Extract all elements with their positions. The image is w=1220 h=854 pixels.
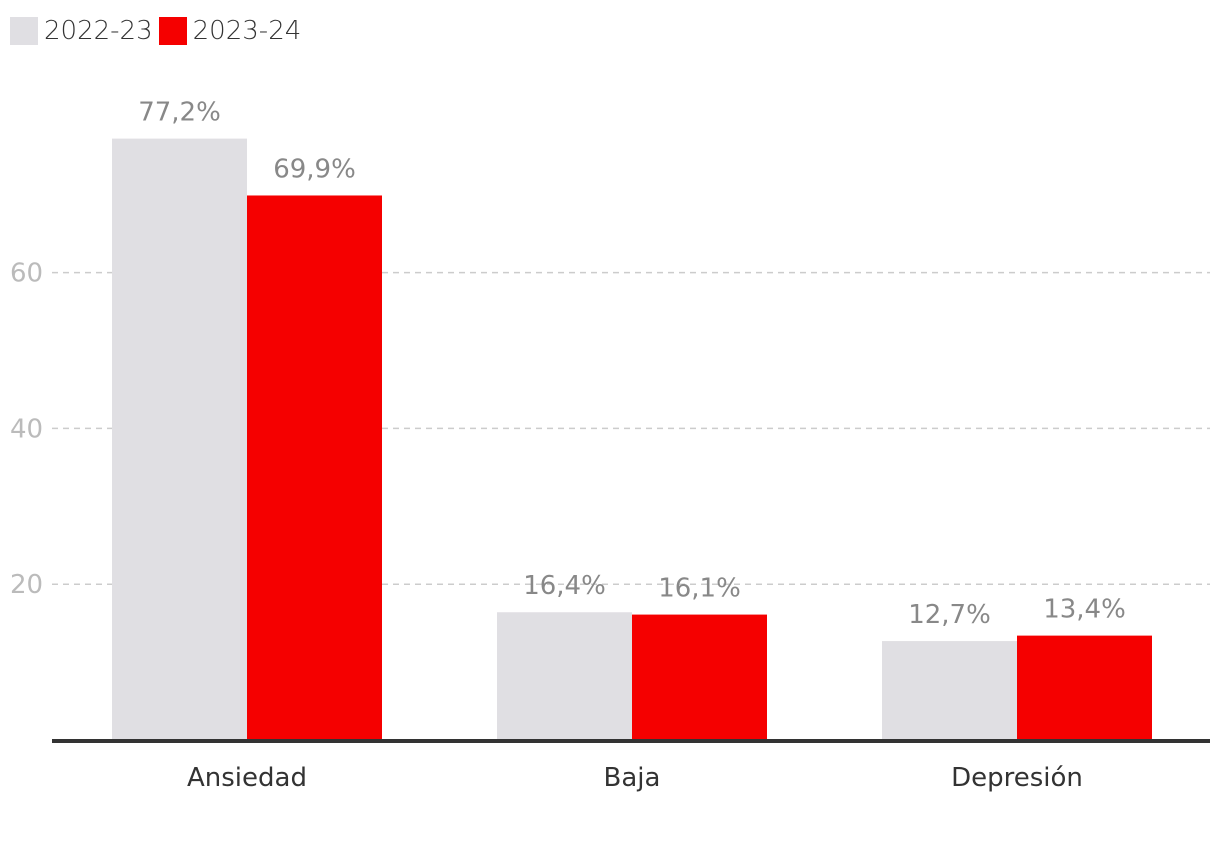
data-label-2022-23-Baja: 16,4%: [523, 571, 606, 601]
legend-swatch-2023-24: [158, 17, 187, 45]
data-label-2023-24-Ansiedad: 69,9%: [273, 154, 356, 184]
legend-item-2022-23: 2022-23: [10, 16, 153, 46]
tick-label-bg-40: [0, 410, 46, 447]
legend-item-2023-24: 2023-24: [158, 16, 302, 46]
legend: 2022-23 2023-24: [10, 16, 307, 46]
tick-label-bg-60: [0, 254, 46, 291]
data-label-2022-23-Ansiedad: 77,2%: [138, 98, 221, 128]
data-label-2022-23-Depresión: 12,7%: [908, 600, 991, 630]
y-tick-label-40: 40: [10, 414, 43, 444]
bar-2022-23-Ansiedad: [112, 138, 247, 740]
bar-2022-23-Baja: [497, 612, 632, 740]
legend-label-2023-24: 2023-24: [192, 16, 302, 46]
y-tick-label-60: 60: [10, 259, 43, 289]
x-category-label-Ansiedad: Ansiedad: [187, 763, 307, 793]
y-tick-label-20: 20: [10, 570, 43, 600]
data-label-2023-24-Depresión: 13,4%: [1043, 595, 1126, 625]
x-category-label-Baja: Baja: [604, 763, 661, 793]
bar-2023-24-Baja: [632, 614, 767, 740]
legend-swatch-2022-23: [10, 17, 38, 45]
x-category-label-Depresión: Depresión: [951, 763, 1083, 793]
legend-label-2022-23: 2022-23: [44, 16, 153, 46]
bar-2023-24-Ansiedad: [247, 195, 382, 740]
tick-label-bg-20: [0, 566, 46, 603]
bar-2022-23-Depresión: [882, 641, 1017, 740]
data-label-2023-24-Baja: 16,1%: [658, 574, 741, 604]
bar-2023-24-Depresión: [1017, 635, 1152, 740]
